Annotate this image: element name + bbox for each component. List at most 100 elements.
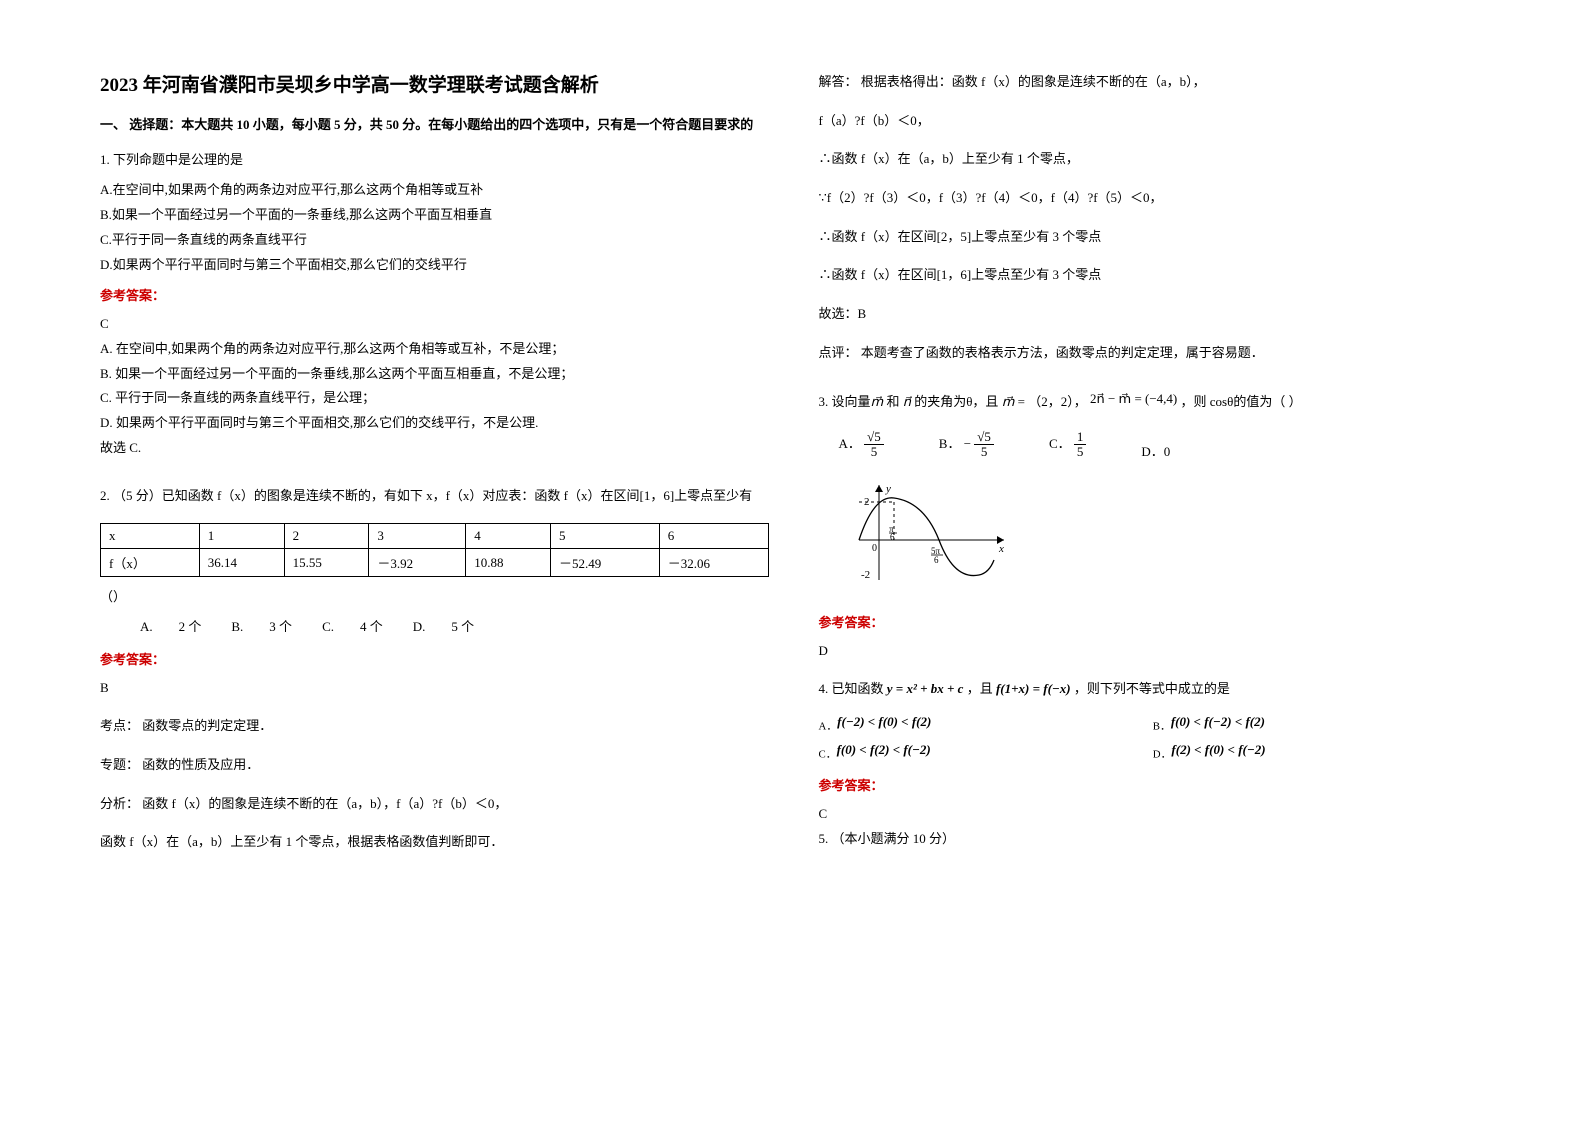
svg-text:6: 6: [890, 532, 895, 542]
cell: －3.92: [369, 549, 466, 577]
q2-optB: B. 3 个: [231, 616, 292, 635]
q2-jieda7: 故选：B: [819, 302, 1488, 327]
svg-text:x: x: [998, 543, 1004, 555]
q2-stem: 2. （5 分）已知函数 f（x）的图象是连续不断的，有如下 x，f（x）对应表…: [100, 484, 769, 509]
q2-jieda1: 解答： 根据表格得出：函数 f（x）的图象是连续不断的在（a，b），: [819, 70, 1488, 95]
q1-stem: 1. 下列命题中是公理的是: [100, 148, 769, 173]
svg-text:6: 6: [934, 555, 939, 565]
den: 5: [1074, 445, 1087, 459]
text: 本题考查了函数的表格表示方法，函数零点的判定定理，属于容易题．: [861, 345, 1264, 360]
q2-jieda2: f（a）?f（b）＜0，: [819, 109, 1488, 134]
svg-text:0: 0: [872, 543, 877, 554]
q3-stem: 3. 设向量m⃗ 和 n⃗ 的夹角为θ，且 m⃗ = （2，2）， 2n⃗ − …: [819, 390, 1488, 415]
svg-text:2: 2: [864, 496, 870, 508]
text: 3. 设向量: [819, 394, 871, 409]
text: ，则下列不等式中成立的是: [1074, 681, 1230, 696]
q4-stem: 4. 已知函数 y = x² + bx + c ，且 f(1+x) = f(−x…: [819, 677, 1488, 702]
q4-answer: C: [819, 802, 1488, 827]
label: 点评：: [819, 345, 858, 360]
left-column: 2023 年河南省濮阳市吴坝乡中学高一数学理联考试题含解析 一、 选择题：本大题…: [100, 70, 769, 1092]
q4-answer-label: 参考答案：: [819, 775, 1488, 794]
q1-expE: 故选 C.: [100, 436, 769, 461]
table-row: x 1 2 3 4 5 6: [101, 524, 769, 549]
expr: f(1+x) = f(−x): [996, 681, 1071, 696]
num: √5: [864, 430, 884, 445]
q2-optD: D. 5 个: [413, 616, 474, 635]
label: C．: [1049, 436, 1071, 451]
q1-expD: D. 如果两个平行平面同时与第三个平面相交,那么它们的交线平行，不是公理.: [100, 411, 769, 436]
text: 函数零点的判定定理．: [142, 718, 272, 733]
q1-optC: C.平行于同一条直线的两条直线平行: [100, 228, 769, 253]
num: √5: [974, 430, 994, 445]
den: 5: [864, 445, 884, 459]
cell: x: [101, 524, 200, 549]
label: 分析：: [100, 796, 139, 811]
q1-expC: C. 平行于同一条直线的两条直线平行，是公理；: [100, 386, 769, 411]
q1-answer: C: [100, 312, 769, 337]
label: 考点：: [100, 718, 139, 733]
label: 解答：: [819, 74, 858, 89]
cell: 5: [551, 524, 660, 549]
q2-jieda5: ∴函数 f（x）在区间[2，5]上零点至少有 3 个零点: [819, 225, 1488, 250]
neg: −: [964, 436, 971, 451]
cell: f（x）: [101, 549, 200, 577]
q1-expA: A. 在空间中,如果两个角的两条边对应平行,那么这两个角相等或互补，不是公理；: [100, 337, 769, 362]
q4-optB: B．f(0) < f(−2) < f(2): [1153, 714, 1487, 734]
svg-text:y: y: [885, 483, 891, 495]
q3-options: A． √55 B． − √55 C． 15 D．0: [839, 430, 1488, 460]
text: 4. 已知函数: [819, 681, 887, 696]
q4-optC: C．f(0) < f(2) < f(−2): [819, 742, 1153, 762]
q2-jieda4: ∵f（2）?f（3）＜0，f（3）?f（4）＜0，f（4）?f（5）＜0，: [819, 186, 1488, 211]
cell: 2: [284, 524, 369, 549]
q2-zhuanti: 专题： 函数的性质及应用．: [100, 753, 769, 778]
q1-optB: B.如果一个平面经过另一个平面的一条垂线,那么这两个平面互相垂直: [100, 203, 769, 228]
cell: 6: [659, 524, 768, 549]
label: B．: [939, 436, 961, 451]
q2-fenxi2: 函数 f（x）在（a，b）上至少有 1 个零点，根据表格函数值判断即可．: [100, 830, 769, 855]
q4-optA: A．f(−2) < f(0) < f(2): [819, 714, 1153, 734]
right-column: 解答： 根据表格得出：函数 f（x）的图象是连续不断的在（a，b）， f（a）?…: [819, 70, 1488, 1092]
cell: 1: [199, 524, 284, 549]
text: 函数 f（x）的图象是连续不断的在（a，b），f（a）?f（b）＜0，: [142, 796, 507, 811]
svg-text:-2: -2: [861, 569, 870, 581]
q3-expr2: 2n⃗ − m⃗ = (−4,4): [1090, 391, 1177, 406]
q3-optB: B． − √55: [939, 430, 994, 460]
q3-answer: D: [819, 639, 1488, 664]
expr: y = x² + bx + c: [887, 681, 964, 696]
section1-header: 一、 选择题：本大题共 10 小题，每小题 5 分，共 50 分。在每小题给出的…: [100, 115, 769, 136]
cell: －32.06: [659, 549, 768, 577]
q3-answer-label: 参考答案：: [819, 612, 1488, 631]
q2-fenxi: 分析： 函数 f（x）的图象是连续不断的在（a，b），f（a）?f（b）＜0，: [100, 792, 769, 817]
q2-answer-label: 参考答案：: [100, 649, 769, 668]
q2-kaodian: 考点： 函数零点的判定定理．: [100, 714, 769, 739]
q3-optC: C． 15: [1049, 430, 1086, 460]
label: 专题：: [100, 757, 139, 772]
q2-optA: A. 2 个: [140, 616, 201, 635]
q3-optA: A． √55: [839, 430, 884, 460]
q2-jieda6: ∴函数 f（x）在区间[1，6]上零点至少有 3 个零点: [819, 263, 1488, 288]
cell: 3: [369, 524, 466, 549]
den: 5: [974, 445, 994, 459]
cell: 4: [466, 524, 551, 549]
q1-optA: A.在空间中,如果两个角的两条边对应平行,那么这两个角相等或互补: [100, 178, 769, 203]
q2-paren: （）: [100, 585, 769, 610]
text: 根据表格得出：函数 f（x）的图象是连续不断的在（a，b），: [861, 74, 1206, 89]
cell: 36.14: [199, 549, 284, 577]
q2-table: x 1 2 3 4 5 6 f（x） 36.14 15.55 －3.92 10.…: [100, 523, 769, 577]
q2-jieda3: ∴函数 f（x）在（a，b）上至少有 1 个零点，: [819, 147, 1488, 172]
q5-stem: 5. （本小题满分 10 分）: [819, 827, 1488, 852]
q2-answer: B: [100, 676, 769, 701]
cell: －52.49: [551, 549, 660, 577]
q3-graph: 2 -2 0 π 6 5π 6 x y: [839, 480, 1488, 594]
cell: 15.55: [284, 549, 369, 577]
text: ，且: [967, 681, 996, 696]
q4-options: A．f(−2) < f(0) < f(2) B．f(0) < f(−2) < f…: [819, 714, 1488, 761]
q2-options: A. 2 个 B. 3 个 C. 4 个 D. 5 个: [140, 616, 769, 635]
cell: 10.88: [466, 549, 551, 577]
text: ，则 cosθ的值为（ ）: [1181, 394, 1302, 409]
q1-answer-label: 参考答案：: [100, 285, 769, 304]
q3-optD: D．0: [1141, 441, 1170, 460]
label: A．: [839, 436, 861, 451]
text: 函数的性质及应用．: [142, 757, 259, 772]
q4-optD: D．f(2) < f(0) < f(−2): [1153, 742, 1487, 762]
